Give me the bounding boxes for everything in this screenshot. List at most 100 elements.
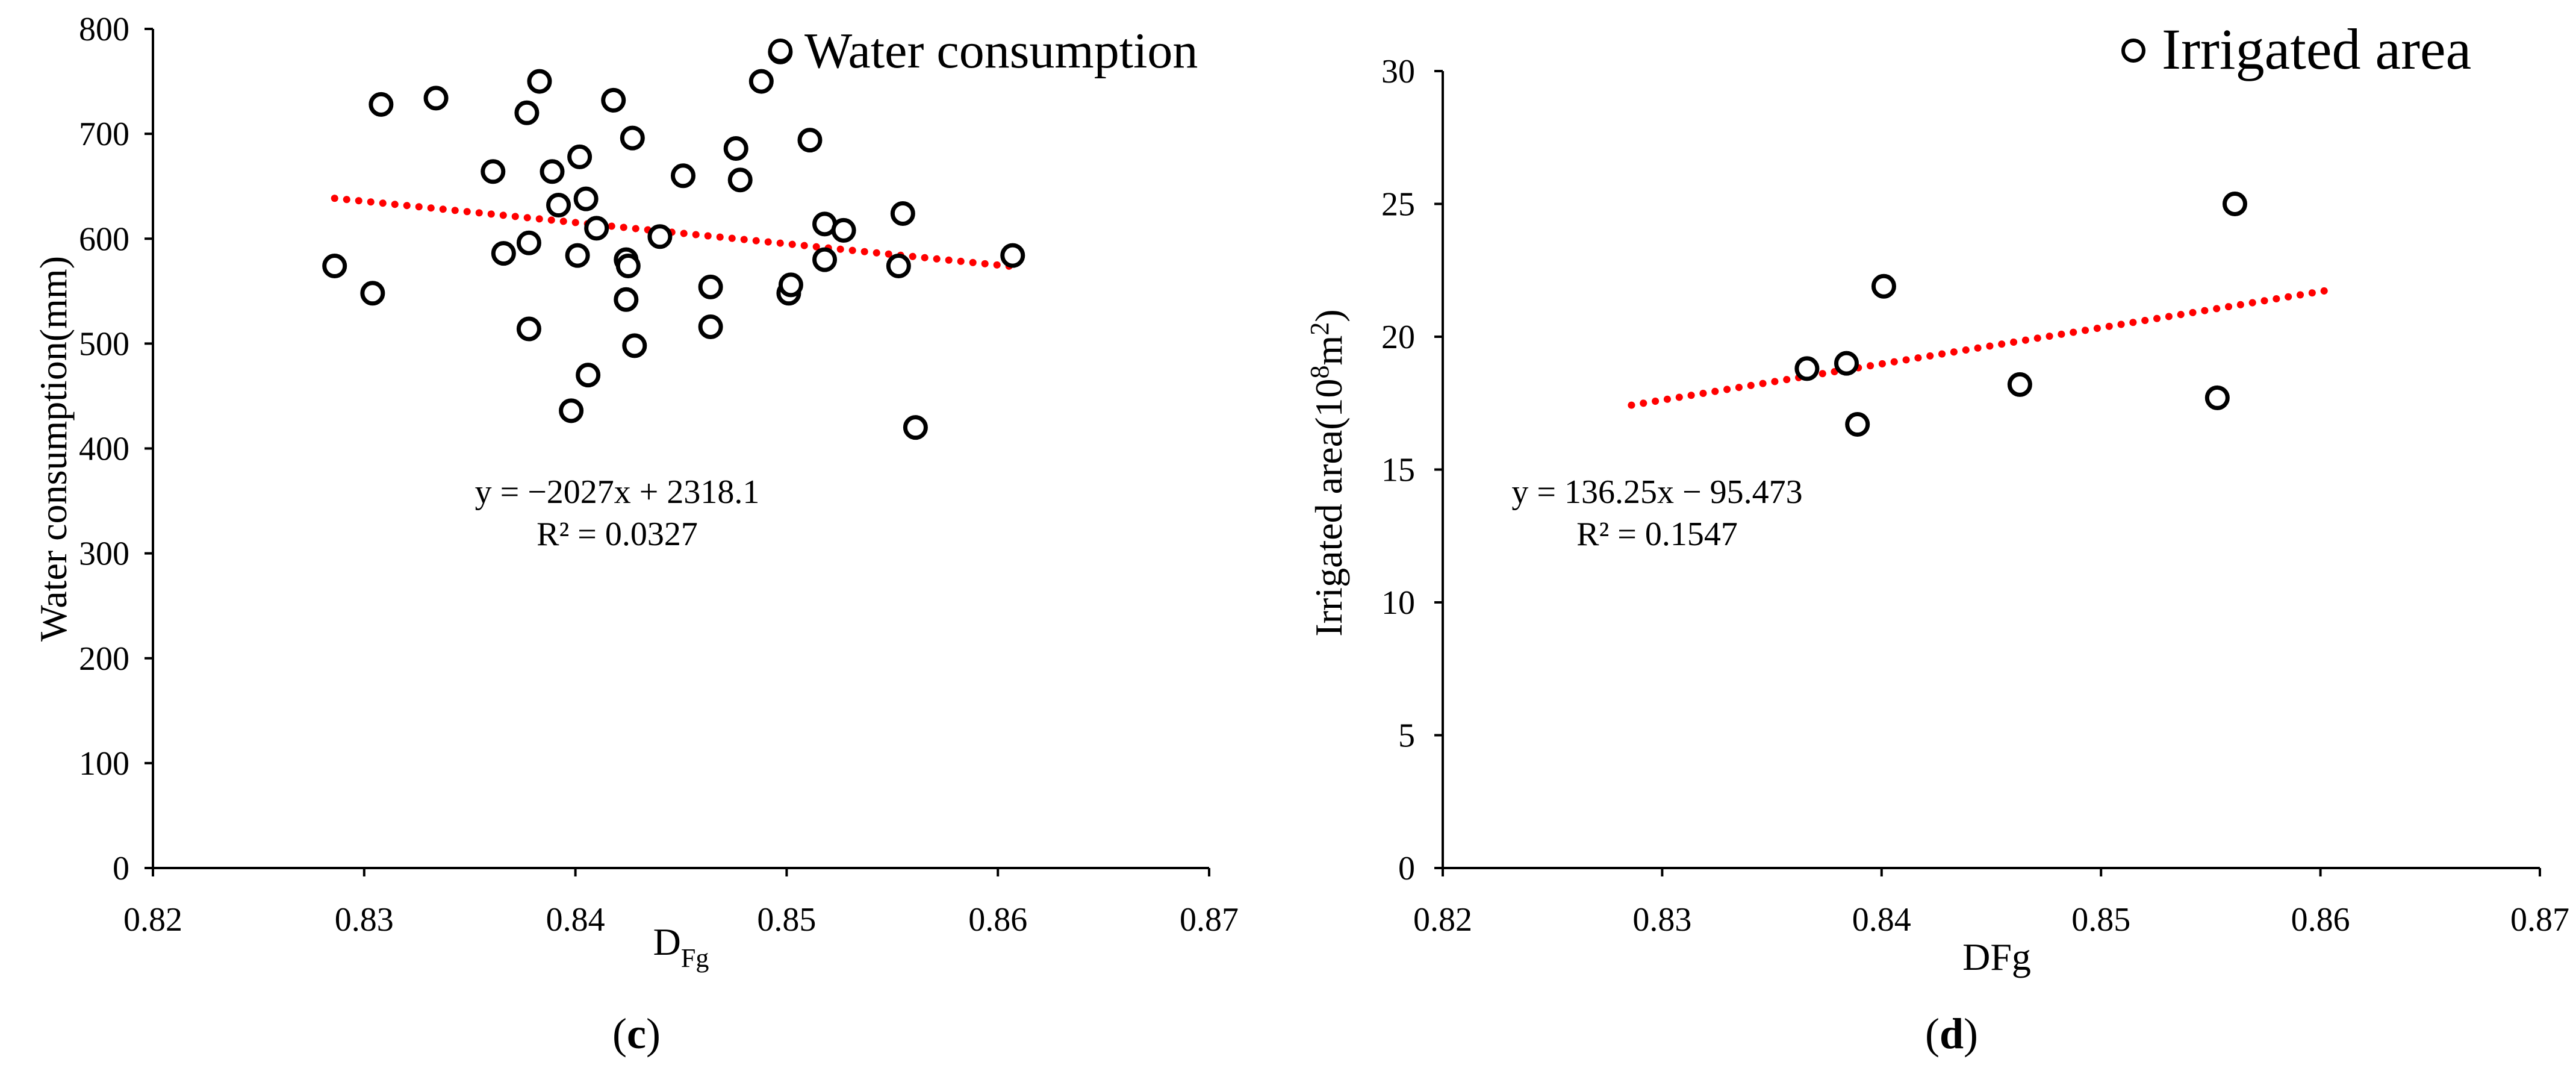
panel-c-y-tick-label: 100 bbox=[79, 745, 129, 782]
panel-d-x-axis-title: DFg bbox=[1962, 935, 2031, 978]
panel-c-data-point bbox=[565, 243, 590, 268]
panel-d-y-axis-title-sup2: 2 bbox=[1305, 322, 1334, 336]
panel-c-data-point bbox=[360, 281, 385, 306]
panel-c-y-tick-label: 500 bbox=[79, 325, 129, 363]
panel-d-r2: R² = 0.1547 bbox=[1576, 516, 1738, 553]
panel-c-data-point bbox=[601, 87, 626, 113]
panel-d-y-axis-title-sup1: 8 bbox=[1305, 365, 1334, 378]
panel-d-y-axis-title: Irrigated area(108m2) bbox=[1305, 309, 1350, 636]
panel-c-data-point bbox=[903, 415, 928, 440]
panel-c-data-point bbox=[831, 217, 856, 243]
panel-d-y-tick-label: 20 bbox=[1381, 319, 1415, 356]
panel-c-label-letter: c bbox=[627, 1010, 646, 1058]
panel-d-x-tick-label: 0.86 bbox=[2291, 901, 2350, 939]
panel-c-data-point bbox=[481, 159, 506, 184]
panel-d-trendline-group bbox=[1628, 285, 2340, 409]
panel-c-data-point bbox=[622, 333, 647, 358]
panel-c-y-ticks: 0 100 200 300 400 500 600 700 800 bbox=[79, 11, 153, 887]
panel-d-y-tick-label: 5 bbox=[1398, 717, 1415, 755]
panel-d-axes bbox=[1442, 71, 2540, 869]
panel-c-legend-marker bbox=[768, 39, 792, 63]
panel-c-data-point bbox=[576, 363, 601, 388]
panel-c-data-point bbox=[322, 254, 347, 279]
panel-c-axes bbox=[152, 29, 1209, 869]
panel-d-data-point bbox=[1871, 273, 1896, 299]
panel-c-data-point bbox=[778, 272, 803, 298]
panel-d-x-tick-label: 0.87 bbox=[2510, 901, 2569, 939]
panel-d-x-tick-label: 0.82 bbox=[1413, 901, 1472, 939]
panel-c-data-point bbox=[584, 216, 609, 241]
panel-c-data-point bbox=[516, 316, 541, 342]
panel-d-y-axis-title-main: Irrigated area(10 bbox=[1307, 378, 1350, 636]
panel-c-data-point bbox=[423, 86, 449, 111]
panel-c-x-tick-label: 0.87 bbox=[1180, 901, 1239, 939]
panel-c-x-tick-label: 0.82 bbox=[123, 901, 182, 939]
panel-d-x-tick-label: 0.84 bbox=[1852, 901, 1911, 939]
panel-c-data-point bbox=[1000, 243, 1025, 268]
panel-c-x-tick-label: 0.84 bbox=[546, 901, 605, 939]
panel-c-y-tick-label: 300 bbox=[79, 536, 129, 573]
panel-d-x-tick-label: 0.83 bbox=[1632, 901, 1691, 939]
panel-d-data-point bbox=[1834, 351, 1859, 376]
panel-c-data-point bbox=[369, 92, 394, 117]
panel-d-trendline bbox=[1628, 285, 2340, 409]
panel-c-y-tick-label: 700 bbox=[79, 116, 129, 153]
panel-c-data-point bbox=[812, 247, 838, 272]
panel-c-data-point bbox=[647, 224, 673, 249]
panel-c-data-point bbox=[527, 69, 552, 94]
panel-d-label: (d) bbox=[1925, 1010, 1978, 1058]
panel-c-y-tick-label: 600 bbox=[79, 220, 129, 258]
panel-c-equation: y = −2027x + 2318.1 bbox=[475, 473, 760, 511]
panel-c-data-point bbox=[797, 128, 823, 153]
panel-c-data-point bbox=[491, 241, 516, 266]
panel-d-y-tick-label: 15 bbox=[1381, 452, 1415, 489]
panel-c-data-point bbox=[723, 136, 748, 161]
panel-c-x-axis-title: DFg bbox=[653, 920, 709, 973]
panel-d-data-point bbox=[1845, 412, 1870, 437]
panel-c-data-point bbox=[567, 144, 593, 169]
panel-d-x-ticks: 0.82 0.83 0.84 0.85 0.86 0.87 bbox=[1413, 868, 2569, 939]
panel-d-legend-marker bbox=[2121, 39, 2145, 63]
panel-c-x-axis-title-sub: Fg bbox=[681, 943, 709, 973]
panel-d-y-tick-label: 25 bbox=[1381, 186, 1415, 223]
panel-c-y-tick-label: 400 bbox=[79, 431, 129, 468]
panel-c-x-axis-title-main: D bbox=[653, 920, 681, 963]
panel-c-data-point bbox=[514, 100, 540, 125]
panel-d-legend-label: Irrigated area bbox=[2162, 17, 2471, 81]
panel-c-data-point bbox=[748, 69, 774, 94]
panel-c-y-axis-title: Water consumption(mm) bbox=[32, 256, 75, 642]
panel-d-irrigated-area-chart: 0.82 0.83 0.84 0.85 0.86 0.87 0 5 10 15 20 25 30 Ir… bbox=[1305, 17, 2569, 1058]
panel-c-data-point bbox=[573, 186, 599, 211]
panel-c-water-consumption-chart: 0.82 0.83 0.84 0.85 0.86 0.87 0 100 200 300 400 50… bbox=[32, 11, 1239, 1058]
panel-c-x-tick-label: 0.83 bbox=[335, 901, 394, 939]
panel-c-x-tick-label: 0.86 bbox=[968, 901, 1027, 939]
panel-c-x-tick-label: 0.85 bbox=[757, 901, 816, 939]
panel-d-points bbox=[1794, 192, 2247, 437]
panel-c-y-tick-label: 200 bbox=[79, 640, 129, 678]
panel-c-data-point bbox=[540, 159, 565, 184]
panel-c-data-point bbox=[698, 274, 723, 299]
panel-c-legend-label: Water consumption bbox=[804, 23, 1198, 79]
panel-c-y-tick-label: 800 bbox=[79, 11, 129, 48]
panel-d-y-axis-title-end: ) bbox=[1307, 309, 1350, 322]
panel-c-r2: R² = 0.0327 bbox=[537, 516, 698, 553]
panel-d-y-ticks: 0 5 10 15 20 25 30 bbox=[1381, 53, 1443, 887]
panel-c-data-point bbox=[615, 254, 641, 279]
panel-d-x-tick-label: 0.85 bbox=[2071, 901, 2130, 939]
panel-d-data-point bbox=[1794, 356, 1820, 381]
panel-c-data-point bbox=[559, 398, 584, 423]
panel-c-data-point bbox=[516, 230, 541, 255]
panel-c-data-point bbox=[698, 314, 723, 340]
panel-c-data-point bbox=[620, 125, 645, 151]
panel-d-y-axis-title-mid: m bbox=[1307, 336, 1350, 366]
panel-c-points bbox=[322, 39, 1025, 440]
panel-d-data-point bbox=[2204, 385, 2230, 410]
panel-c-x-ticks: 0.82 0.83 0.84 0.85 0.86 0.87 bbox=[123, 868, 1239, 939]
panel-d-equation: y = 136.25x − 95.473 bbox=[1511, 473, 1802, 511]
panel-d-y-tick-label: 10 bbox=[1381, 584, 1415, 622]
panel-d-data-point bbox=[2222, 192, 2247, 216]
panel-c-data-point bbox=[671, 163, 696, 189]
panel-d-y-tick-label: 0 bbox=[1398, 850, 1415, 887]
panel-c-label: (c) bbox=[612, 1010, 661, 1058]
